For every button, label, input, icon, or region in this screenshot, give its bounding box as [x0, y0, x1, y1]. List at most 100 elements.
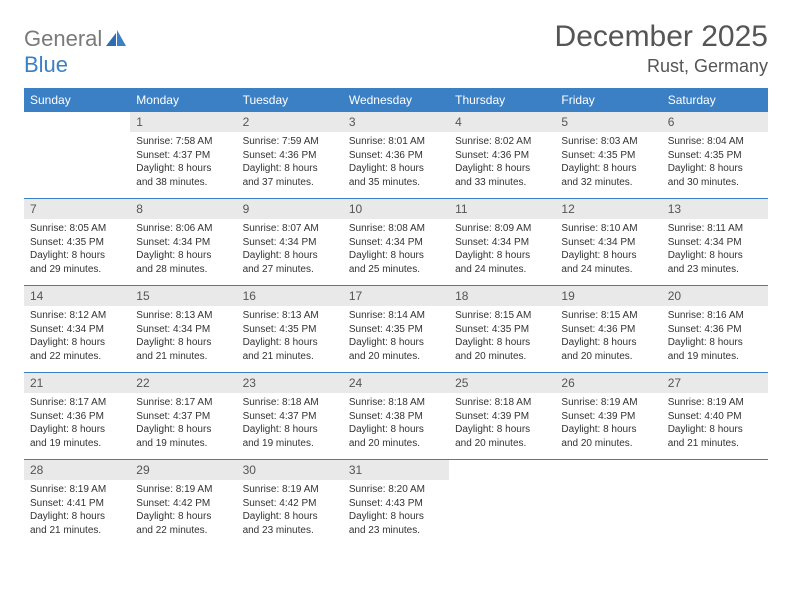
day-body: Sunrise: 8:08 AMSunset: 4:34 PMDaylight:…	[343, 219, 449, 279]
daylight-text-line1: Daylight: 8 hours	[561, 249, 655, 263]
sunrise-text: Sunrise: 8:17 AM	[136, 396, 230, 410]
daylight-text-line1: Daylight: 8 hours	[455, 336, 549, 350]
daylight-text-line2: and 32 minutes.	[561, 176, 655, 190]
sunset-text: Sunset: 4:42 PM	[136, 497, 230, 511]
calendar-day-cell: 28Sunrise: 8:19 AMSunset: 4:41 PMDayligh…	[24, 460, 130, 547]
daylight-text-line1: Daylight: 8 hours	[243, 249, 337, 263]
day-body: Sunrise: 8:01 AMSunset: 4:36 PMDaylight:…	[343, 132, 449, 192]
sunrise-text: Sunrise: 8:15 AM	[561, 309, 655, 323]
sunset-text: Sunset: 4:36 PM	[561, 323, 655, 337]
daylight-text-line1: Daylight: 8 hours	[455, 249, 549, 263]
daylight-text-line2: and 23 minutes.	[668, 263, 762, 277]
sunrise-text: Sunrise: 8:05 AM	[30, 222, 124, 236]
daylight-text-line1: Daylight: 8 hours	[243, 423, 337, 437]
daylight-text-line2: and 20 minutes.	[561, 437, 655, 451]
daylight-text-line1: Daylight: 8 hours	[30, 510, 124, 524]
calendar-body: 1Sunrise: 7:58 AMSunset: 4:37 PMDaylight…	[24, 112, 768, 546]
sunset-text: Sunset: 4:34 PM	[455, 236, 549, 250]
sunrise-text: Sunrise: 8:03 AM	[561, 135, 655, 149]
daylight-text-line2: and 19 minutes.	[30, 437, 124, 451]
day-body: Sunrise: 8:15 AMSunset: 4:35 PMDaylight:…	[449, 306, 555, 366]
sunrise-text: Sunrise: 7:59 AM	[243, 135, 337, 149]
daylight-text-line2: and 35 minutes.	[349, 176, 443, 190]
day-body: Sunrise: 8:17 AMSunset: 4:37 PMDaylight:…	[130, 393, 236, 453]
daylight-text-line2: and 21 minutes.	[136, 350, 230, 364]
sunrise-text: Sunrise: 8:16 AM	[668, 309, 762, 323]
sunset-text: Sunset: 4:39 PM	[455, 410, 549, 424]
calendar-day-cell: 18Sunrise: 8:15 AMSunset: 4:35 PMDayligh…	[449, 286, 555, 373]
day-number: 24	[343, 373, 449, 393]
calendar-day-cell	[662, 460, 768, 547]
weekday-header: Wednesday	[343, 88, 449, 112]
weekday-header: Saturday	[662, 88, 768, 112]
day-number: 3	[343, 112, 449, 132]
day-body: Sunrise: 8:19 AMSunset: 4:41 PMDaylight:…	[24, 480, 130, 540]
day-number: 27	[662, 373, 768, 393]
daylight-text-line1: Daylight: 8 hours	[668, 162, 762, 176]
day-number: 4	[449, 112, 555, 132]
calendar-day-cell: 23Sunrise: 8:18 AMSunset: 4:37 PMDayligh…	[237, 373, 343, 460]
day-number: 14	[24, 286, 130, 306]
day-number: 18	[449, 286, 555, 306]
daylight-text-line1: Daylight: 8 hours	[455, 423, 549, 437]
daylight-text-line2: and 28 minutes.	[136, 263, 230, 277]
weekday-header: Tuesday	[237, 88, 343, 112]
logo-sail-icon	[106, 26, 126, 51]
calendar-day-cell: 5Sunrise: 8:03 AMSunset: 4:35 PMDaylight…	[555, 112, 661, 199]
day-number: 20	[662, 286, 768, 306]
sunset-text: Sunset: 4:34 PM	[349, 236, 443, 250]
daylight-text-line1: Daylight: 8 hours	[30, 249, 124, 263]
day-number-empty	[24, 112, 130, 132]
daylight-text-line2: and 22 minutes.	[30, 350, 124, 364]
day-number: 16	[237, 286, 343, 306]
calendar-day-cell: 3Sunrise: 8:01 AMSunset: 4:36 PMDaylight…	[343, 112, 449, 199]
daylight-text-line2: and 23 minutes.	[349, 524, 443, 538]
daylight-text-line1: Daylight: 8 hours	[243, 510, 337, 524]
daylight-text-line2: and 38 minutes.	[136, 176, 230, 190]
sunset-text: Sunset: 4:39 PM	[561, 410, 655, 424]
sunrise-text: Sunrise: 8:14 AM	[349, 309, 443, 323]
daylight-text-line2: and 19 minutes.	[668, 350, 762, 364]
sunset-text: Sunset: 4:34 PM	[30, 323, 124, 337]
day-number-empty	[449, 460, 555, 480]
calendar-day-cell: 1Sunrise: 7:58 AMSunset: 4:37 PMDaylight…	[130, 112, 236, 199]
sunrise-text: Sunrise: 8:10 AM	[561, 222, 655, 236]
calendar-day-cell: 21Sunrise: 8:17 AMSunset: 4:36 PMDayligh…	[24, 373, 130, 460]
sunrise-text: Sunrise: 8:18 AM	[349, 396, 443, 410]
calendar-week-row: 28Sunrise: 8:19 AMSunset: 4:41 PMDayligh…	[24, 460, 768, 547]
sunset-text: Sunset: 4:37 PM	[243, 410, 337, 424]
sunrise-text: Sunrise: 8:19 AM	[561, 396, 655, 410]
day-body: Sunrise: 8:04 AMSunset: 4:35 PMDaylight:…	[662, 132, 768, 192]
day-body: Sunrise: 8:02 AMSunset: 4:36 PMDaylight:…	[449, 132, 555, 192]
calendar-table: Sunday Monday Tuesday Wednesday Thursday…	[24, 88, 768, 546]
daylight-text-line2: and 19 minutes.	[243, 437, 337, 451]
sunset-text: Sunset: 4:35 PM	[243, 323, 337, 337]
day-body: Sunrise: 8:18 AMSunset: 4:39 PMDaylight:…	[449, 393, 555, 453]
daylight-text-line1: Daylight: 8 hours	[349, 249, 443, 263]
day-body: Sunrise: 8:09 AMSunset: 4:34 PMDaylight:…	[449, 219, 555, 279]
daylight-text-line1: Daylight: 8 hours	[136, 423, 230, 437]
day-number: 25	[449, 373, 555, 393]
logo-text-blue: Blue	[24, 52, 68, 77]
sunset-text: Sunset: 4:38 PM	[349, 410, 443, 424]
day-number: 29	[130, 460, 236, 480]
sunrise-text: Sunrise: 8:18 AM	[243, 396, 337, 410]
daylight-text-line2: and 24 minutes.	[455, 263, 549, 277]
day-number: 22	[130, 373, 236, 393]
calendar-day-cell: 7Sunrise: 8:05 AMSunset: 4:35 PMDaylight…	[24, 199, 130, 286]
day-body: Sunrise: 8:06 AMSunset: 4:34 PMDaylight:…	[130, 219, 236, 279]
logo-text-general: General	[24, 26, 102, 51]
page: General Blue December 2025 Rust, Germany…	[0, 0, 792, 566]
sunrise-text: Sunrise: 8:08 AM	[349, 222, 443, 236]
day-number: 7	[24, 199, 130, 219]
daylight-text-line1: Daylight: 8 hours	[561, 162, 655, 176]
day-number: 9	[237, 199, 343, 219]
sunset-text: Sunset: 4:41 PM	[30, 497, 124, 511]
day-number: 11	[449, 199, 555, 219]
logo: General Blue	[24, 20, 126, 78]
sunrise-text: Sunrise: 8:19 AM	[30, 483, 124, 497]
calendar-day-cell: 24Sunrise: 8:18 AMSunset: 4:38 PMDayligh…	[343, 373, 449, 460]
sunset-text: Sunset: 4:34 PM	[136, 236, 230, 250]
day-body: Sunrise: 8:13 AMSunset: 4:35 PMDaylight:…	[237, 306, 343, 366]
day-number: 26	[555, 373, 661, 393]
